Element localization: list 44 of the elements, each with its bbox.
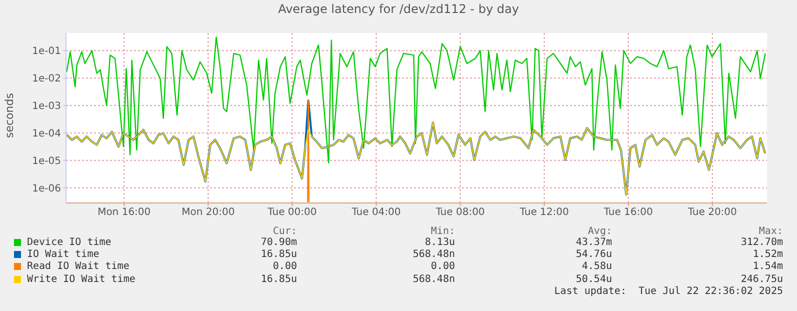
- text: 568.48n: [412, 249, 455, 260]
- text: 0.00: [430, 261, 455, 272]
- legend-label: IO Wait time: [27, 249, 100, 260]
- y-tick-label: 1e-03: [32, 101, 61, 112]
- x-tick-label: Tue 08:00: [434, 207, 485, 218]
- text: 54.76u: [576, 249, 612, 260]
- y-tick-label: 1e-06: [32, 183, 61, 194]
- x-tick-label: Tue 12:00: [518, 207, 569, 218]
- y-tick-label: 1e-04: [32, 128, 61, 140]
- chart-title: Average latency for /dev/zd112 - by day: [277, 1, 520, 17]
- text: 70.90m: [260, 237, 297, 248]
- text: 568.48n: [412, 274, 455, 285]
- x-tick-label: Tue 04:00: [350, 207, 401, 218]
- x-tick-label: Mon 16:00: [98, 207, 151, 218]
- y-tick-label: 1e-02: [32, 74, 61, 85]
- legend-label: Write IO Wait time: [27, 274, 136, 285]
- text: Avg:: [588, 226, 612, 237]
- text: Cur:: [272, 226, 297, 237]
- text: 312.70m: [740, 237, 783, 248]
- text: 0.00: [272, 261, 297, 272]
- x-tick-label: Tue 20:00: [686, 207, 737, 218]
- x-tick-label: Tue 00:00: [266, 207, 317, 218]
- text: 8.13u: [424, 237, 455, 248]
- line-series: [66, 122, 766, 196]
- text: 50.54u: [576, 274, 612, 285]
- text: 43.37m: [576, 237, 612, 248]
- x-tick-label: Tue 16:00: [602, 207, 653, 218]
- text: Min:: [430, 226, 455, 237]
- line-series: [66, 100, 766, 196]
- text: 16.85u: [260, 249, 297, 260]
- y-axis-title: seconds: [3, 93, 16, 138]
- text: 246.75u: [740, 274, 783, 285]
- legend-label: Read IO Wait time: [27, 261, 130, 272]
- legend-label: Device IO time: [27, 237, 112, 248]
- text: 16.85u: [260, 274, 297, 285]
- x-tick-label: Mon 20:00: [182, 207, 235, 218]
- line-series: [66, 36, 766, 164]
- y-tick-label: 1e-05: [32, 156, 61, 167]
- text: 1.52m: [752, 249, 783, 260]
- text: Last update: Tue Jul 22 22:36:02 2025: [554, 286, 783, 297]
- text: 1.54m: [752, 261, 783, 272]
- text: Max:: [758, 226, 783, 237]
- text: 4.58u: [582, 261, 612, 272]
- y-tick-label: 1e-01: [32, 46, 61, 58]
